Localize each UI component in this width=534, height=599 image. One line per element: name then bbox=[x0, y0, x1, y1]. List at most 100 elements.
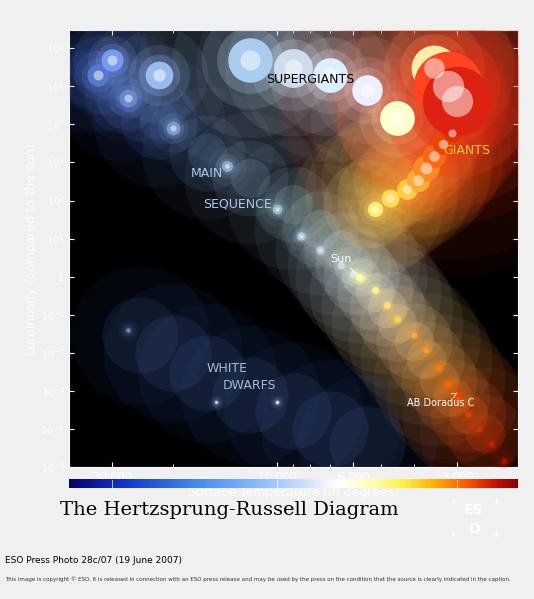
Point bbox=[273, 204, 281, 214]
Point bbox=[297, 231, 305, 240]
Point bbox=[448, 128, 457, 138]
Point bbox=[474, 424, 483, 434]
Point bbox=[246, 55, 254, 64]
Point bbox=[392, 177, 401, 187]
Point bbox=[326, 70, 335, 80]
Point bbox=[124, 93, 132, 102]
Point bbox=[486, 440, 495, 449]
Point bbox=[386, 193, 394, 202]
Point bbox=[453, 395, 461, 404]
Point bbox=[422, 164, 430, 173]
Point bbox=[108, 55, 117, 64]
Point bbox=[337, 261, 346, 270]
Point bbox=[357, 274, 365, 283]
Point bbox=[288, 63, 297, 73]
Y-axis label: Luminosity (compared to the sun): Luminosity (compared to the sun) bbox=[25, 143, 37, 355]
Point bbox=[392, 314, 401, 323]
Text: +: + bbox=[449, 530, 456, 540]
Point bbox=[124, 93, 132, 102]
Point bbox=[246, 173, 254, 182]
Point bbox=[357, 274, 365, 283]
Point bbox=[119, 90, 127, 99]
Point bbox=[486, 440, 495, 449]
Point bbox=[371, 285, 379, 295]
Point bbox=[499, 456, 508, 465]
Point bbox=[474, 424, 483, 434]
Text: GIANTS: GIANTS bbox=[443, 144, 490, 158]
Point bbox=[422, 354, 430, 364]
Point bbox=[316, 246, 324, 255]
Point bbox=[202, 148, 211, 158]
Point bbox=[439, 140, 447, 149]
Point bbox=[316, 246, 324, 255]
Point bbox=[222, 161, 231, 171]
Point bbox=[486, 440, 495, 449]
Point bbox=[422, 345, 430, 355]
Point bbox=[410, 166, 419, 176]
Point bbox=[422, 164, 430, 173]
Point bbox=[212, 398, 221, 407]
Point bbox=[288, 63, 297, 73]
Point bbox=[448, 392, 457, 402]
Point bbox=[355, 272, 364, 282]
Point bbox=[169, 123, 177, 133]
Point bbox=[443, 81, 452, 91]
Point bbox=[434, 363, 443, 373]
Text: O: O bbox=[468, 522, 480, 536]
Point bbox=[124, 325, 132, 335]
Point bbox=[362, 85, 371, 95]
Point bbox=[362, 85, 371, 95]
Point bbox=[326, 424, 335, 434]
Point bbox=[392, 113, 401, 122]
Point bbox=[474, 424, 483, 434]
Point bbox=[326, 70, 335, 80]
Point bbox=[499, 456, 508, 465]
Point bbox=[246, 55, 254, 64]
Point bbox=[371, 285, 379, 295]
Point bbox=[458, 55, 467, 64]
Point bbox=[362, 199, 371, 209]
Text: AB Doradus C: AB Doradus C bbox=[407, 394, 474, 408]
Point bbox=[422, 345, 430, 355]
Point bbox=[430, 63, 438, 73]
Point bbox=[458, 70, 467, 80]
Point bbox=[273, 204, 281, 214]
Point bbox=[288, 63, 297, 73]
Point bbox=[410, 337, 419, 346]
Point bbox=[448, 120, 457, 129]
Point bbox=[94, 70, 103, 80]
Point bbox=[273, 204, 281, 214]
Point bbox=[392, 113, 401, 122]
Point bbox=[453, 96, 461, 106]
Point bbox=[403, 184, 411, 194]
Point bbox=[383, 300, 391, 310]
Point bbox=[443, 81, 452, 91]
Point bbox=[443, 380, 452, 389]
Point bbox=[414, 175, 422, 184]
Text: MAIN: MAIN bbox=[191, 167, 223, 180]
Point bbox=[288, 199, 297, 209]
Point bbox=[297, 231, 305, 240]
Point bbox=[464, 409, 472, 419]
Point bbox=[403, 184, 411, 194]
Point bbox=[337, 261, 346, 270]
Point bbox=[410, 330, 419, 340]
Point bbox=[434, 363, 443, 373]
Point bbox=[439, 131, 447, 141]
Point bbox=[273, 398, 281, 407]
Point bbox=[297, 231, 305, 240]
Point bbox=[422, 155, 430, 164]
Point bbox=[453, 388, 461, 398]
Point bbox=[439, 131, 447, 141]
Point bbox=[453, 395, 461, 404]
Point bbox=[124, 93, 132, 102]
Text: This image is copyright © ESO. It is released in connection with an ESO press re: This image is copyright © ESO. It is rel… bbox=[5, 576, 511, 582]
Point bbox=[124, 93, 132, 102]
Point bbox=[288, 199, 297, 209]
Point bbox=[448, 392, 457, 402]
Point bbox=[94, 70, 103, 80]
Text: +: + bbox=[449, 497, 456, 506]
Point bbox=[355, 272, 364, 282]
Point bbox=[430, 151, 438, 161]
Point bbox=[246, 390, 254, 400]
